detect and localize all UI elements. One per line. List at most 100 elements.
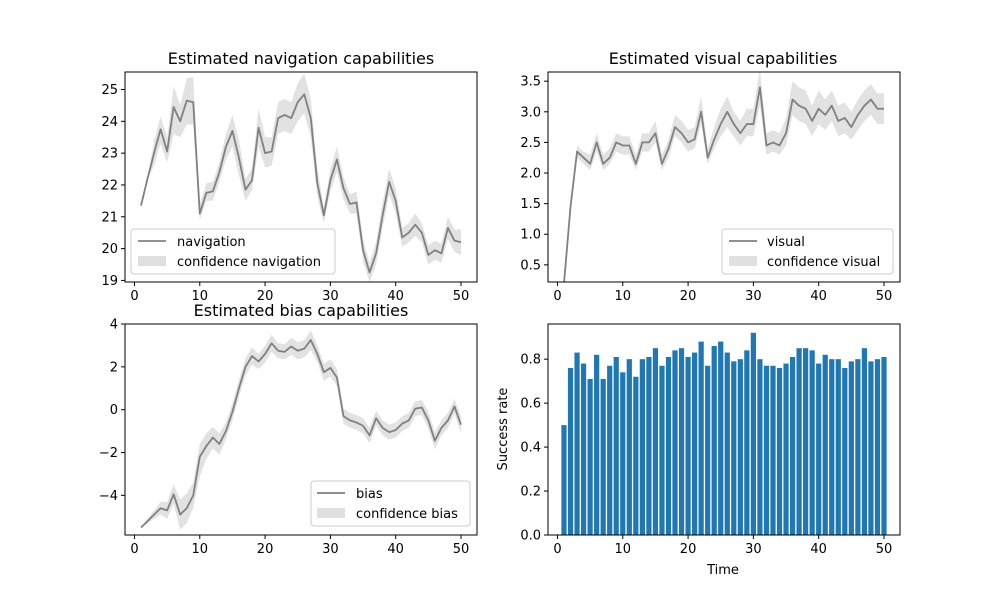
bar [580, 363, 587, 535]
bar [718, 341, 724, 535]
x-tick-label: 20 [680, 289, 697, 304]
y-tick-label: 0.2 [520, 485, 541, 500]
bias-chart: Estimated bias capabilities 0 10 20 30 40 50−… [99, 301, 478, 557]
bar [789, 356, 796, 535]
bar [639, 359, 645, 535]
y-tick-label: 0.0 [520, 529, 541, 544]
axes-frame [547, 323, 901, 536]
x-tick-label: 30 [322, 542, 339, 557]
bar [829, 359, 835, 535]
bar [750, 332, 756, 535]
bar [613, 356, 619, 535]
bar [816, 363, 822, 535]
x-tick-label: 20 [257, 289, 274, 304]
y-tick-label: 22 [101, 178, 118, 193]
x-axis-label: Time [706, 563, 739, 578]
x-tick-label: 10 [615, 289, 632, 304]
bar [848, 361, 854, 535]
bar [626, 359, 632, 535]
bar [737, 359, 743, 535]
visual-legend: visual confidence visual [721, 228, 894, 275]
bar [724, 352, 730, 535]
bias-plot-area: 0 10 20 30 40 50 −4 −2 0 2 4 [99, 318, 478, 557]
navigation-chart-title: Estimated navigation capabilities [168, 49, 434, 68]
navigation-chart: Estimated navigation capabilities 0 10 20 3… [101, 49, 478, 304]
bar [868, 361, 874, 535]
legend-label-confidence-bias: confidence bias [356, 507, 458, 522]
x-tick-label: 20 [680, 542, 697, 557]
bar [711, 345, 717, 535]
bar [567, 367, 574, 535]
series-line [563, 86, 884, 282]
bar [744, 350, 750, 535]
bar [600, 378, 606, 535]
bar [803, 348, 809, 535]
x-tick-label: 0 [130, 289, 138, 304]
x-tick-label: 40 [810, 542, 827, 557]
y-tick-label: 1.0 [520, 228, 541, 243]
bar [587, 378, 593, 535]
y-tick-label: 0.8 [520, 353, 541, 368]
x-tick-label: 0 [553, 542, 561, 557]
y-tick-label: 19 [101, 274, 118, 289]
confidence-band [141, 330, 461, 530]
navigation-legend: navigation confidence navigation [130, 228, 336, 275]
legend-frame [310, 480, 471, 527]
y-tick-label: 0.6 [520, 397, 541, 412]
y-tick-label: 3.0 [520, 105, 541, 120]
legend-band-swatch [317, 508, 345, 518]
bar [783, 363, 789, 535]
legend-label-visual: visual [767, 235, 805, 250]
x-tick-label: 40 [387, 289, 404, 304]
bias-legend: bias confidence bias [310, 480, 471, 527]
bar [620, 372, 626, 535]
data-layer [140, 73, 462, 282]
bar [822, 354, 828, 535]
y-tick-label: −4 [99, 489, 118, 504]
bar [881, 356, 887, 535]
y-tick-label: 0.5 [520, 258, 541, 273]
y-tick-label: 4 [110, 318, 118, 333]
y-tick-label: 1.5 [520, 197, 541, 212]
bar [770, 365, 776, 535]
x-tick-label: 10 [615, 542, 632, 557]
x-tick-label: 40 [387, 542, 404, 557]
bar [835, 359, 841, 535]
legend-band-swatch [138, 256, 166, 266]
navigation-plot-area: 0 10 20 30 40 50 19 20 21 22 23 24 25 [101, 71, 478, 304]
bar [796, 348, 802, 535]
y-tick-label: 24 [101, 115, 118, 130]
bar [855, 359, 861, 535]
bar [705, 365, 711, 535]
bar [561, 425, 567, 535]
legend-frame [721, 228, 894, 275]
x-tick-label: 10 [192, 289, 209, 304]
success-rate-plot-area: 0 10 20 30 40 50 0.0 0.2 0.4 0.6 0.8 [520, 323, 901, 557]
y-tick-label: 20 [101, 242, 118, 257]
bar [757, 359, 763, 535]
y-tick-label: 21 [101, 210, 118, 225]
x-tick-label: 30 [322, 289, 339, 304]
axes-frame [124, 71, 478, 283]
x-tick-label: 30 [745, 542, 762, 557]
legend-label-confidence-navigation: confidence navigation [177, 255, 321, 270]
bar [646, 356, 652, 535]
bar [731, 361, 737, 535]
visual-plot-area: 0 10 20 30 40 50 0.5 1.0 1.5 2.0 2.5 3.0 3.5 [520, 71, 901, 304]
x-tick-label: 50 [876, 542, 893, 557]
series-line [140, 93, 462, 274]
x-tick-label: 10 [192, 542, 209, 557]
y-axis-label: Success rate [496, 388, 511, 471]
bar [659, 365, 665, 535]
bar [842, 367, 848, 535]
y-tick-label: 2.0 [520, 167, 541, 182]
x-tick-label: 50 [453, 542, 470, 557]
bar [678, 348, 685, 535]
bar [652, 348, 659, 535]
x-tick-label: 50 [876, 289, 893, 304]
x-tick-label: 0 [130, 542, 138, 557]
y-tick-label: 0 [110, 403, 118, 418]
bar [633, 376, 639, 535]
axes-frame [124, 323, 478, 536]
